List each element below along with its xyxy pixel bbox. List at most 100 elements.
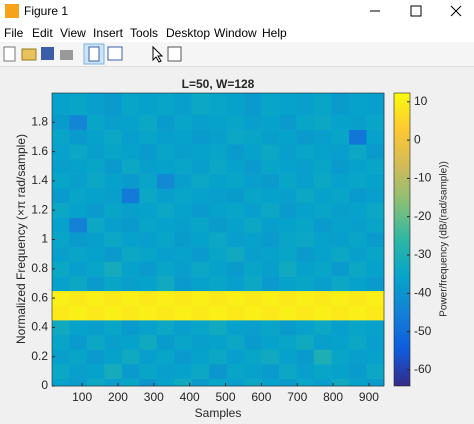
y-tick-label: 0.8 bbox=[31, 261, 48, 275]
heat-cell bbox=[226, 364, 245, 379]
heat-cell bbox=[244, 349, 262, 365]
heat-cell bbox=[191, 232, 210, 248]
heat-cell bbox=[279, 114, 297, 130]
heat-cell bbox=[69, 144, 88, 160]
heat-cell bbox=[69, 129, 88, 145]
menu-bar: File Edit View Insert Tools Desktop Wind… bbox=[0, 22, 474, 42]
heat-cell bbox=[121, 93, 140, 116]
heat-cell bbox=[86, 276, 105, 292]
heat-cell bbox=[279, 334, 297, 350]
heat-cell bbox=[69, 334, 88, 350]
print-button[interactable] bbox=[60, 50, 73, 60]
heat-cell bbox=[174, 305, 192, 321]
heat-cell bbox=[209, 305, 228, 321]
heat-cell bbox=[121, 290, 140, 306]
heat-cell bbox=[69, 349, 88, 365]
heat-cell bbox=[191, 261, 210, 277]
heat-cell bbox=[366, 378, 385, 387]
heat-cell bbox=[121, 349, 140, 365]
open-button[interactable] bbox=[21, 48, 37, 61]
heat-cell bbox=[86, 246, 105, 262]
heat-cell bbox=[52, 349, 70, 365]
heat-cell bbox=[279, 202, 297, 218]
heat-cell bbox=[331, 305, 350, 321]
heat-cell bbox=[52, 364, 70, 379]
legend-button[interactable] bbox=[107, 46, 123, 61]
heat-cell bbox=[121, 261, 140, 277]
heat-cell bbox=[349, 378, 367, 387]
heat-cell bbox=[104, 378, 123, 387]
heat-cell bbox=[104, 114, 123, 130]
heat-cell bbox=[209, 349, 228, 365]
heat-cell bbox=[52, 217, 70, 233]
heat-cell bbox=[261, 173, 280, 189]
heat-cell bbox=[52, 173, 70, 189]
y-tick-label: 0 bbox=[41, 378, 48, 392]
heat-cell bbox=[191, 246, 210, 262]
heat-cell bbox=[244, 202, 262, 218]
heat-cell bbox=[313, 246, 332, 262]
maximize[interactable] bbox=[410, 5, 422, 17]
heat-cell bbox=[349, 129, 367, 145]
heat-cell bbox=[296, 93, 315, 116]
inspector-button[interactable] bbox=[167, 46, 182, 62]
new-button[interactable] bbox=[3, 46, 16, 62]
heat-cell bbox=[156, 114, 175, 130]
heat-cell bbox=[279, 144, 297, 160]
heat-cell bbox=[52, 378, 70, 387]
heat-cell bbox=[121, 276, 140, 292]
heat-cell bbox=[244, 173, 262, 189]
heat-cell bbox=[366, 217, 385, 233]
colorbar-tick-label: -40 bbox=[414, 285, 432, 299]
heat-cell bbox=[191, 364, 210, 379]
heat-cell bbox=[226, 232, 245, 248]
heat-cell bbox=[366, 261, 385, 277]
heat-cell bbox=[331, 129, 350, 145]
save-button[interactable] bbox=[41, 47, 54, 60]
heat-cell bbox=[86, 188, 105, 204]
close[interactable] bbox=[450, 5, 462, 17]
heat-cell bbox=[104, 320, 123, 336]
heat-cell bbox=[156, 290, 175, 306]
heat-cell bbox=[349, 320, 367, 336]
heat-cell bbox=[226, 290, 245, 306]
heat-cell bbox=[209, 217, 228, 233]
menu-item[interactable]: Desktop bbox=[166, 26, 211, 40]
heat-cell bbox=[244, 188, 262, 204]
heat-cell bbox=[139, 232, 158, 248]
heat-cell bbox=[313, 364, 332, 379]
menu-item[interactable]: Help bbox=[262, 26, 287, 40]
menu-item[interactable]: Window bbox=[214, 26, 257, 40]
heat-cell bbox=[156, 158, 175, 174]
menu-item[interactable]: View bbox=[60, 26, 86, 40]
heat-cell bbox=[121, 173, 140, 189]
heat-cell bbox=[209, 129, 228, 145]
heat-cell bbox=[52, 246, 70, 262]
heat-cell bbox=[244, 129, 262, 145]
heat-cell bbox=[174, 290, 192, 306]
heat-cell bbox=[226, 378, 245, 387]
heat-cell bbox=[279, 129, 297, 145]
heat-cell bbox=[86, 202, 105, 218]
heat-cell bbox=[139, 173, 158, 189]
heat-cell bbox=[279, 232, 297, 248]
heat-cell bbox=[261, 320, 280, 336]
heat-cell bbox=[331, 217, 350, 233]
heat-cell bbox=[366, 246, 385, 262]
heat-cell bbox=[174, 261, 192, 277]
menu-item[interactable]: Insert bbox=[93, 26, 124, 40]
heat-cell bbox=[69, 246, 88, 262]
heat-cell bbox=[349, 188, 367, 204]
heat-cell bbox=[226, 334, 245, 350]
heat-cell bbox=[104, 276, 123, 292]
heat-cell bbox=[52, 158, 70, 174]
menu-item[interactable]: File bbox=[4, 26, 24, 40]
menu-item[interactable]: Edit bbox=[32, 26, 53, 40]
heat-cell bbox=[331, 144, 350, 160]
heat-cell bbox=[191, 173, 210, 189]
heat-cell bbox=[279, 349, 297, 365]
heat-cell bbox=[244, 114, 262, 130]
pointer-button[interactable] bbox=[152, 45, 164, 63]
heat-cell bbox=[69, 188, 88, 204]
menu-item[interactable]: Tools bbox=[130, 26, 159, 40]
